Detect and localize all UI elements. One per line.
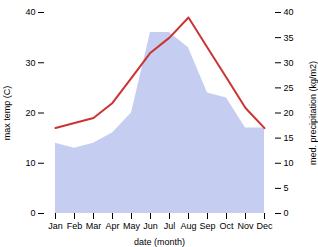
svg-text:med. precipitation (kg/m2): med. precipitation (kg/m2)	[308, 61, 318, 165]
svg-text:Aug: Aug	[180, 221, 196, 231]
svg-text:Jul: Jul	[164, 221, 176, 231]
svg-text:Jun: Jun	[143, 221, 158, 231]
svg-text:Sep: Sep	[199, 221, 215, 231]
svg-text:40: 40	[25, 7, 35, 17]
svg-text:5: 5	[284, 183, 289, 193]
svg-text:Nov: Nov	[237, 221, 254, 231]
svg-text:25: 25	[284, 83, 294, 93]
svg-text:Jan: Jan	[48, 221, 63, 231]
svg-text:40: 40	[284, 7, 294, 17]
svg-text:30: 30	[25, 58, 35, 68]
svg-text:20: 20	[25, 108, 35, 118]
svg-text:date (month): date (month)	[134, 237, 185, 247]
svg-text:Dec: Dec	[256, 221, 273, 231]
svg-text:0: 0	[30, 208, 35, 218]
svg-text:30: 30	[284, 58, 294, 68]
svg-text:Feb: Feb	[67, 221, 83, 231]
svg-text:20: 20	[284, 108, 294, 118]
svg-text:15: 15	[284, 133, 294, 143]
svg-text:0: 0	[284, 208, 289, 218]
svg-text:Oct: Oct	[219, 221, 234, 231]
svg-text:10: 10	[25, 158, 35, 168]
svg-text:May: May	[123, 221, 141, 231]
svg-text:max temp (C): max temp (C)	[2, 86, 12, 141]
svg-text:Mar: Mar	[86, 221, 102, 231]
svg-text:Apr: Apr	[105, 221, 119, 231]
svg-text:10: 10	[284, 158, 294, 168]
svg-text:35: 35	[284, 33, 294, 43]
